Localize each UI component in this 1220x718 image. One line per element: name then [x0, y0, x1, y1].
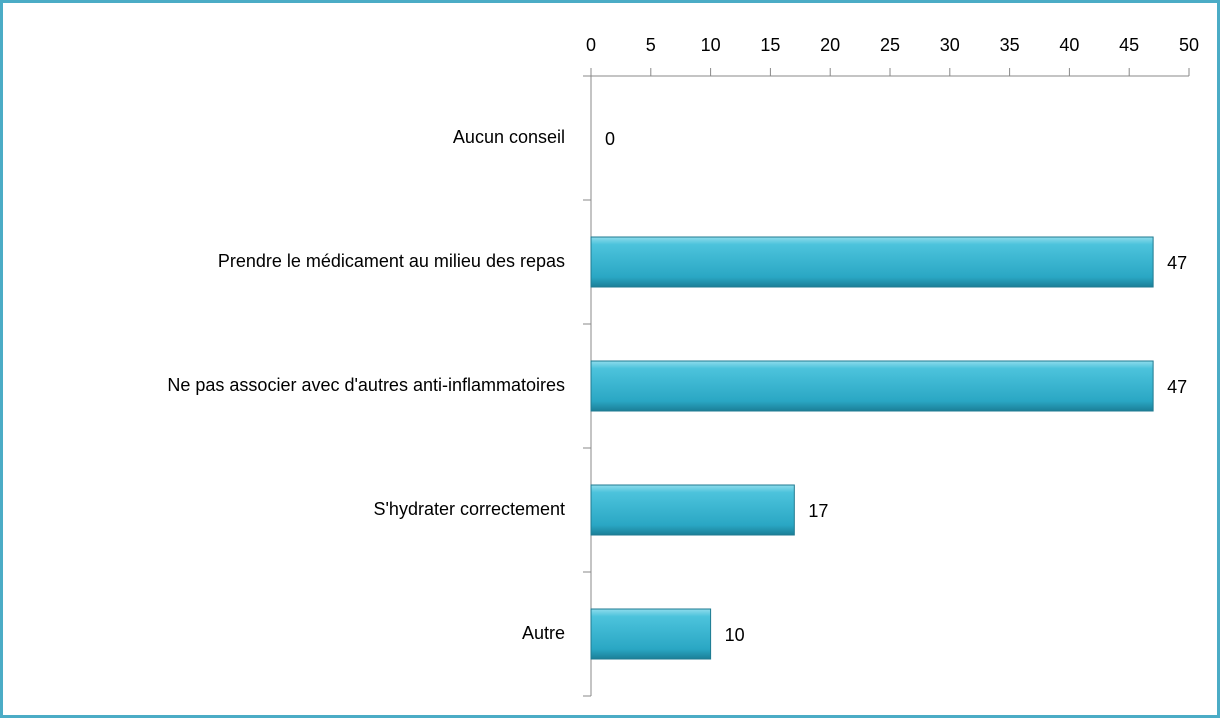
x-tick-label: 45: [1119, 35, 1139, 55]
x-tick-label: 20: [820, 35, 840, 55]
data-label: 10: [725, 625, 745, 645]
x-tick-label: 0: [586, 35, 596, 55]
x-tick-label: 25: [880, 35, 900, 55]
data-label: 47: [1167, 253, 1187, 273]
bar: [590, 360, 1154, 412]
x-tick-label: 15: [760, 35, 780, 55]
y-tick-label: S'hydrater correctement: [373, 499, 565, 519]
x-tick-label: 50: [1179, 35, 1199, 55]
x-tick-label: 35: [1000, 35, 1020, 55]
x-tick-label: 10: [701, 35, 721, 55]
data-label: 0: [605, 129, 615, 149]
x-tick-label: 30: [940, 35, 960, 55]
y-tick-label: Ne pas associer avec d'autres anti-infla…: [167, 375, 565, 395]
bar: [590, 608, 712, 660]
x-tick-label: 40: [1059, 35, 1079, 55]
bar: [590, 236, 1154, 288]
y-tick-label: Prendre le médicament au milieu des repa…: [218, 251, 565, 271]
y-tick-label: Autre: [522, 623, 565, 643]
bar: [590, 484, 795, 536]
data-label: 47: [1167, 377, 1187, 397]
y-tick-label: Aucun conseil: [453, 127, 565, 147]
data-label: 17: [808, 501, 828, 521]
x-tick-label: 5: [646, 35, 656, 55]
